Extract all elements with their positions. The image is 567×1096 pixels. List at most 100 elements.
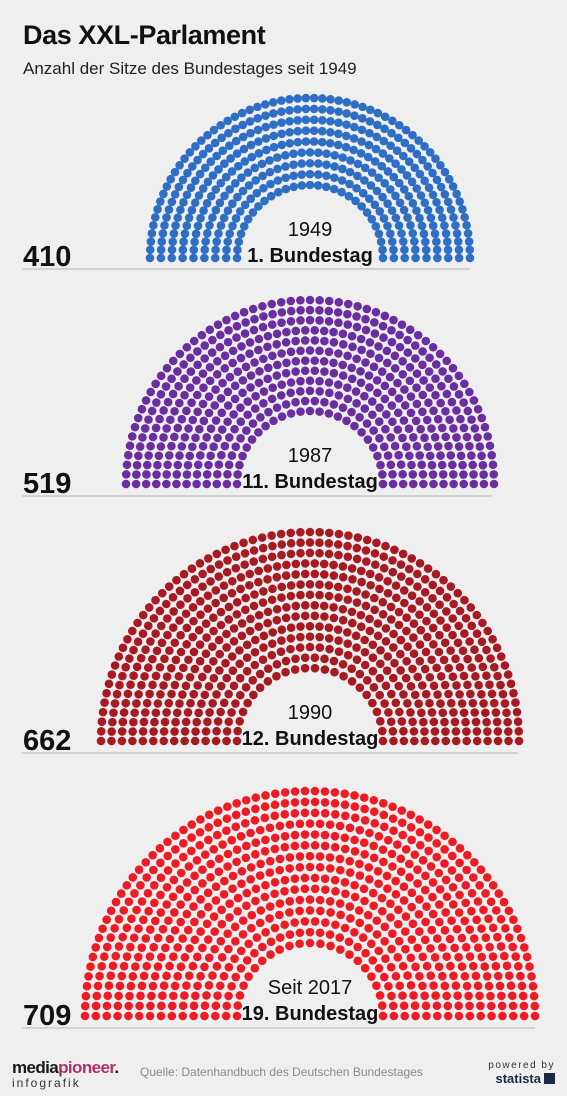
seat-dot bbox=[361, 590, 370, 599]
seat-dot bbox=[511, 698, 520, 707]
seat-dot bbox=[148, 981, 158, 991]
seat-dot bbox=[343, 595, 353, 605]
seat-dot bbox=[104, 679, 114, 689]
seat-dot bbox=[225, 185, 234, 194]
seat-dot bbox=[202, 433, 211, 442]
seat-dot bbox=[244, 181, 254, 190]
seat-dot bbox=[337, 176, 347, 185]
seat-dot bbox=[360, 404, 370, 413]
seat-dot bbox=[305, 862, 315, 872]
seat-dot bbox=[198, 865, 207, 874]
seat-dot bbox=[244, 972, 253, 981]
seat-dot bbox=[310, 884, 320, 894]
seat-dot bbox=[345, 856, 355, 866]
seat-dot bbox=[330, 831, 340, 841]
seat-dot bbox=[398, 370, 408, 379]
seat-dot bbox=[180, 991, 189, 1000]
seat-dot bbox=[368, 698, 377, 708]
seat-dot bbox=[436, 398, 446, 408]
seat-dot bbox=[80, 1011, 90, 1021]
seat-dot bbox=[187, 564, 197, 573]
seat-dot bbox=[454, 245, 464, 255]
seat-dot bbox=[442, 356, 452, 366]
seat-dot bbox=[351, 196, 360, 206]
seat-dot bbox=[157, 952, 166, 962]
seat-dot bbox=[240, 819, 250, 828]
seat-dot bbox=[219, 698, 229, 708]
seat-dot bbox=[232, 845, 242, 855]
seat-dot bbox=[422, 253, 431, 263]
seat-dot bbox=[472, 915, 481, 925]
seat-dot bbox=[184, 655, 193, 665]
seat-dot bbox=[219, 581, 229, 590]
seat-dot bbox=[173, 460, 183, 470]
seat-dot bbox=[461, 898, 470, 908]
seat-dot bbox=[305, 548, 315, 558]
seat-dot bbox=[324, 409, 334, 418]
seat-dot bbox=[225, 913, 234, 922]
seat-dot bbox=[330, 809, 340, 819]
seat-dot bbox=[193, 347, 202, 356]
seat-dot bbox=[214, 572, 224, 581]
seat-dot bbox=[315, 580, 324, 589]
seat-dot bbox=[134, 689, 143, 699]
seat-dot bbox=[360, 635, 369, 645]
seat-dot bbox=[438, 367, 447, 376]
seat-dot bbox=[173, 367, 182, 376]
seat-dot bbox=[136, 653, 146, 663]
seat-dot bbox=[189, 1001, 199, 1011]
seat-dot bbox=[261, 880, 270, 890]
seat-dot bbox=[215, 981, 225, 991]
seat-dot bbox=[431, 374, 440, 384]
seat-dot bbox=[421, 647, 431, 657]
seat-dot bbox=[342, 628, 352, 637]
seat-dot bbox=[357, 125, 367, 135]
seat-dot bbox=[234, 237, 244, 247]
seat-dot bbox=[189, 245, 199, 255]
seat-dot bbox=[233, 906, 242, 916]
seat-dot bbox=[415, 169, 425, 179]
seat-dot bbox=[130, 889, 139, 898]
seat-dot bbox=[447, 916, 456, 925]
seat-dot bbox=[415, 597, 424, 606]
seat-dot bbox=[395, 649, 405, 659]
seat-dot bbox=[404, 424, 414, 434]
seat-dot bbox=[170, 167, 180, 177]
seat-dot bbox=[290, 787, 300, 796]
seat-dot bbox=[232, 479, 242, 489]
seat-dot bbox=[310, 336, 320, 345]
seat-dot bbox=[159, 406, 168, 415]
seat-dot bbox=[212, 961, 222, 971]
seat-dot bbox=[415, 840, 425, 850]
seat-dot bbox=[325, 820, 335, 829]
seat-dot bbox=[162, 708, 171, 717]
seat-dot bbox=[216, 681, 226, 691]
seat-dot bbox=[206, 859, 215, 869]
seat-dot bbox=[257, 956, 267, 966]
seat-dot bbox=[413, 582, 422, 591]
seat-dot bbox=[300, 808, 310, 818]
seat-dot bbox=[443, 1001, 453, 1011]
seat-dot bbox=[104, 981, 114, 990]
seat-dot bbox=[193, 460, 203, 470]
seat-dot bbox=[463, 654, 472, 664]
seat-dot bbox=[329, 400, 339, 409]
seat-dot bbox=[231, 810, 241, 820]
seat-dot bbox=[255, 871, 265, 880]
seat-dot bbox=[362, 419, 372, 428]
seat-dot bbox=[355, 859, 364, 869]
seat-dot bbox=[232, 798, 241, 808]
seat-dot bbox=[183, 460, 193, 470]
seat-dot bbox=[441, 875, 451, 885]
seat-dot bbox=[175, 349, 185, 359]
seat-dot bbox=[178, 1001, 188, 1011]
seat-dot bbox=[241, 795, 251, 805]
seat-dot bbox=[370, 593, 379, 603]
seat-dot bbox=[494, 889, 504, 898]
seat-dot bbox=[368, 888, 378, 898]
seat-dot bbox=[270, 889, 279, 899]
seat-dot bbox=[343, 351, 352, 361]
seat-dot bbox=[172, 575, 181, 585]
seat-dot bbox=[277, 107, 286, 116]
seat-count-label: 519 bbox=[23, 468, 71, 500]
